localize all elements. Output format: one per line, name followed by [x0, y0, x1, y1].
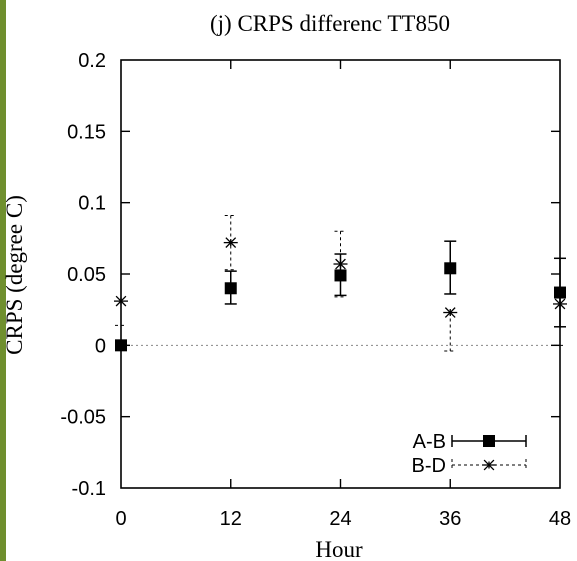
y-tick-label: 0.15	[67, 121, 106, 143]
y-tick-label: 0.1	[78, 193, 106, 215]
series-b-d-point	[443, 307, 458, 318]
x-tick-label: 36	[439, 508, 461, 530]
x-tick-label: 12	[220, 508, 242, 530]
legend-label-b-d: B-D	[412, 455, 446, 477]
legend-a-b-marker	[483, 435, 495, 447]
series-a-b-point	[554, 286, 566, 299]
series-a-b-point	[334, 269, 347, 282]
y-tick-label: 0.05	[67, 264, 106, 286]
legend-b-d-marker	[482, 459, 496, 471]
legend-label-a-b: A-B	[413, 431, 446, 453]
x-tick-label: 0	[115, 508, 126, 530]
series-a-b-point	[224, 282, 237, 295]
y-axis-ticks-group: 0.2 0.15 0.1 0.05 0 -0.05 -0.1	[60, 50, 560, 500]
chart-title: (j) CRPS differenc TT850	[210, 11, 450, 36]
y-tick-label: -0.05	[60, 407, 106, 429]
series-b-d-point	[114, 295, 128, 307]
series-a-b-point	[115, 339, 127, 352]
series-a-b-group	[115, 240, 566, 352]
x-axis-label: Hour	[315, 537, 363, 561]
x-axis-ticks-group: 0 12 24 36 48	[115, 60, 571, 530]
series-b-d-point	[223, 237, 238, 248]
x-tick-label: 24	[329, 508, 351, 530]
left-border-strip	[0, 0, 6, 561]
y-tick-label: -0.1	[72, 478, 106, 500]
legend: A-B B-D	[412, 431, 527, 477]
y-axis-label: CRPS (degree C)	[2, 195, 27, 355]
y-tick-label: 0	[95, 335, 106, 357]
series-a-b-point	[444, 262, 457, 275]
y-tick-label: 0.2	[78, 50, 106, 72]
x-tick-label: 48	[549, 508, 571, 530]
